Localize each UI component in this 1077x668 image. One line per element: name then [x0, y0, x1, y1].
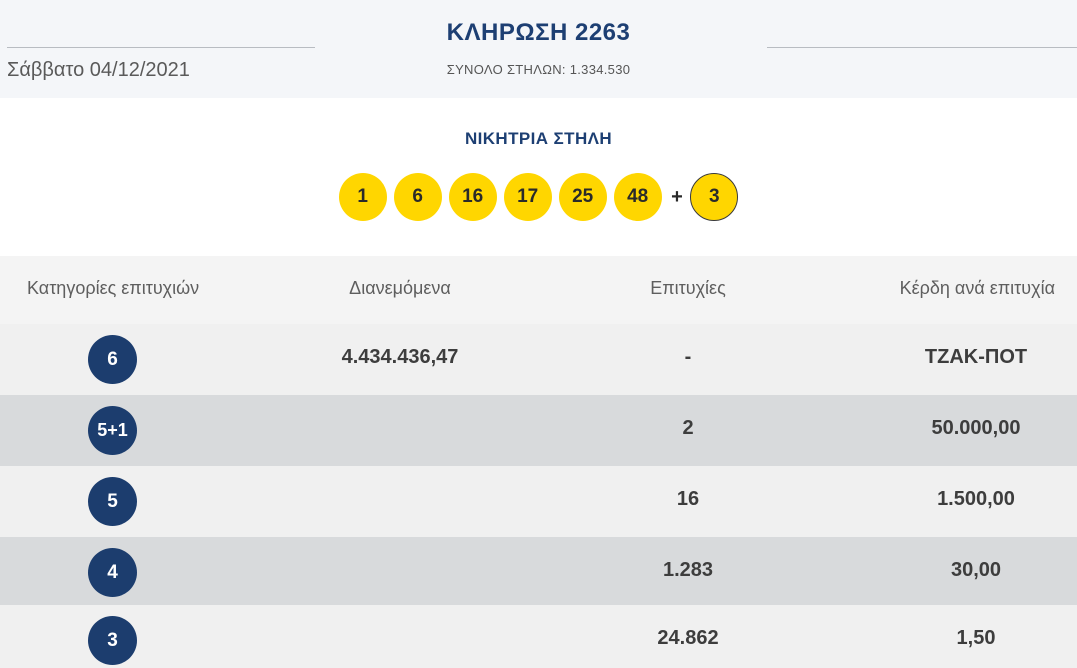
header-prize-per-winner: Κέρδη ανά επιτυχία — [899, 278, 1055, 298]
category-badge: 4 — [88, 548, 137, 597]
header-divider-left — [7, 47, 315, 48]
header-winners: Επιτυχίες — [650, 278, 726, 298]
number-ball: 48 — [613, 173, 662, 221]
winners-count: 24.862 — [657, 627, 719, 649]
distributed-amount: 4.434.436,47 — [341, 346, 459, 368]
number-ball: 1 — [338, 173, 387, 221]
winning-column-label: ΝΙΚΗΤΡΙΑ ΣΤΗΛΗ — [464, 129, 613, 148]
winners-count: 1.283 — [662, 559, 714, 581]
winners-count: 16 — [676, 488, 700, 510]
results-table-header: Κατηγορίες επιτυχιών Διανεμόμενα Επιτυχί… — [0, 256, 1077, 324]
table-row: 5 16 1.500,00 — [0, 466, 1077, 537]
number-ball: 25 — [558, 173, 607, 221]
winning-column-section: ΝΙΚΗΤΡΙΑ ΣΤΗΛΗ 1 6 16 17 25 48 + 3 — [0, 98, 1077, 256]
plus-sign: + — [671, 185, 683, 208]
draw-date: Σάββατο 04/12/2021 — [7, 59, 190, 81]
category-badge: 5 — [88, 477, 137, 526]
number-ball: 6 — [393, 173, 442, 221]
prize-amount: ΤΖΑΚ-ΠΟΤ — [924, 346, 1028, 368]
header-divider-right — [767, 47, 1077, 48]
winners-count: 2 — [682, 417, 694, 439]
winning-numbers: 1 6 16 17 25 48 + 3 — [0, 172, 1077, 222]
table-row: 3 24.862 1,50 — [0, 605, 1077, 668]
winners-count: - — [684, 346, 692, 368]
category-badge: 6 — [88, 335, 137, 384]
draw-header: Σάββατο 04/12/2021 ΚΛΗΡΩΣΗ 2263 ΣΥΝΟΛΟ Σ… — [0, 0, 1077, 98]
prize-amount: 30,00 — [950, 559, 1002, 581]
table-row: 4 1.283 30,00 — [0, 537, 1077, 608]
header-distributed: Διανεμόμενα — [349, 278, 451, 298]
table-row: 5+1 2 50.000,00 — [0, 395, 1077, 466]
total-columns: ΣΥΝΟΛΟ ΣΤΗΛΩΝ: 1.334.530 — [446, 62, 631, 77]
table-row: 6 4.434.436,47 - ΤΖΑΚ-ΠΟΤ — [0, 324, 1077, 395]
number-ball: 16 — [448, 173, 497, 221]
joker-ball: 3 — [690, 173, 739, 221]
category-badge: 3 — [88, 616, 137, 665]
header-categories: Κατηγορίες επιτυχιών — [27, 278, 200, 298]
prize-amount: 50.000,00 — [931, 417, 1021, 439]
category-badge: 5+1 — [88, 406, 137, 455]
prize-amount: 1.500,00 — [937, 488, 1015, 510]
number-ball: 17 — [503, 173, 552, 221]
prize-amount: 1,50 — [956, 627, 996, 649]
draw-title: ΚΛΗΡΩΣΗ 2263 — [446, 19, 631, 46]
